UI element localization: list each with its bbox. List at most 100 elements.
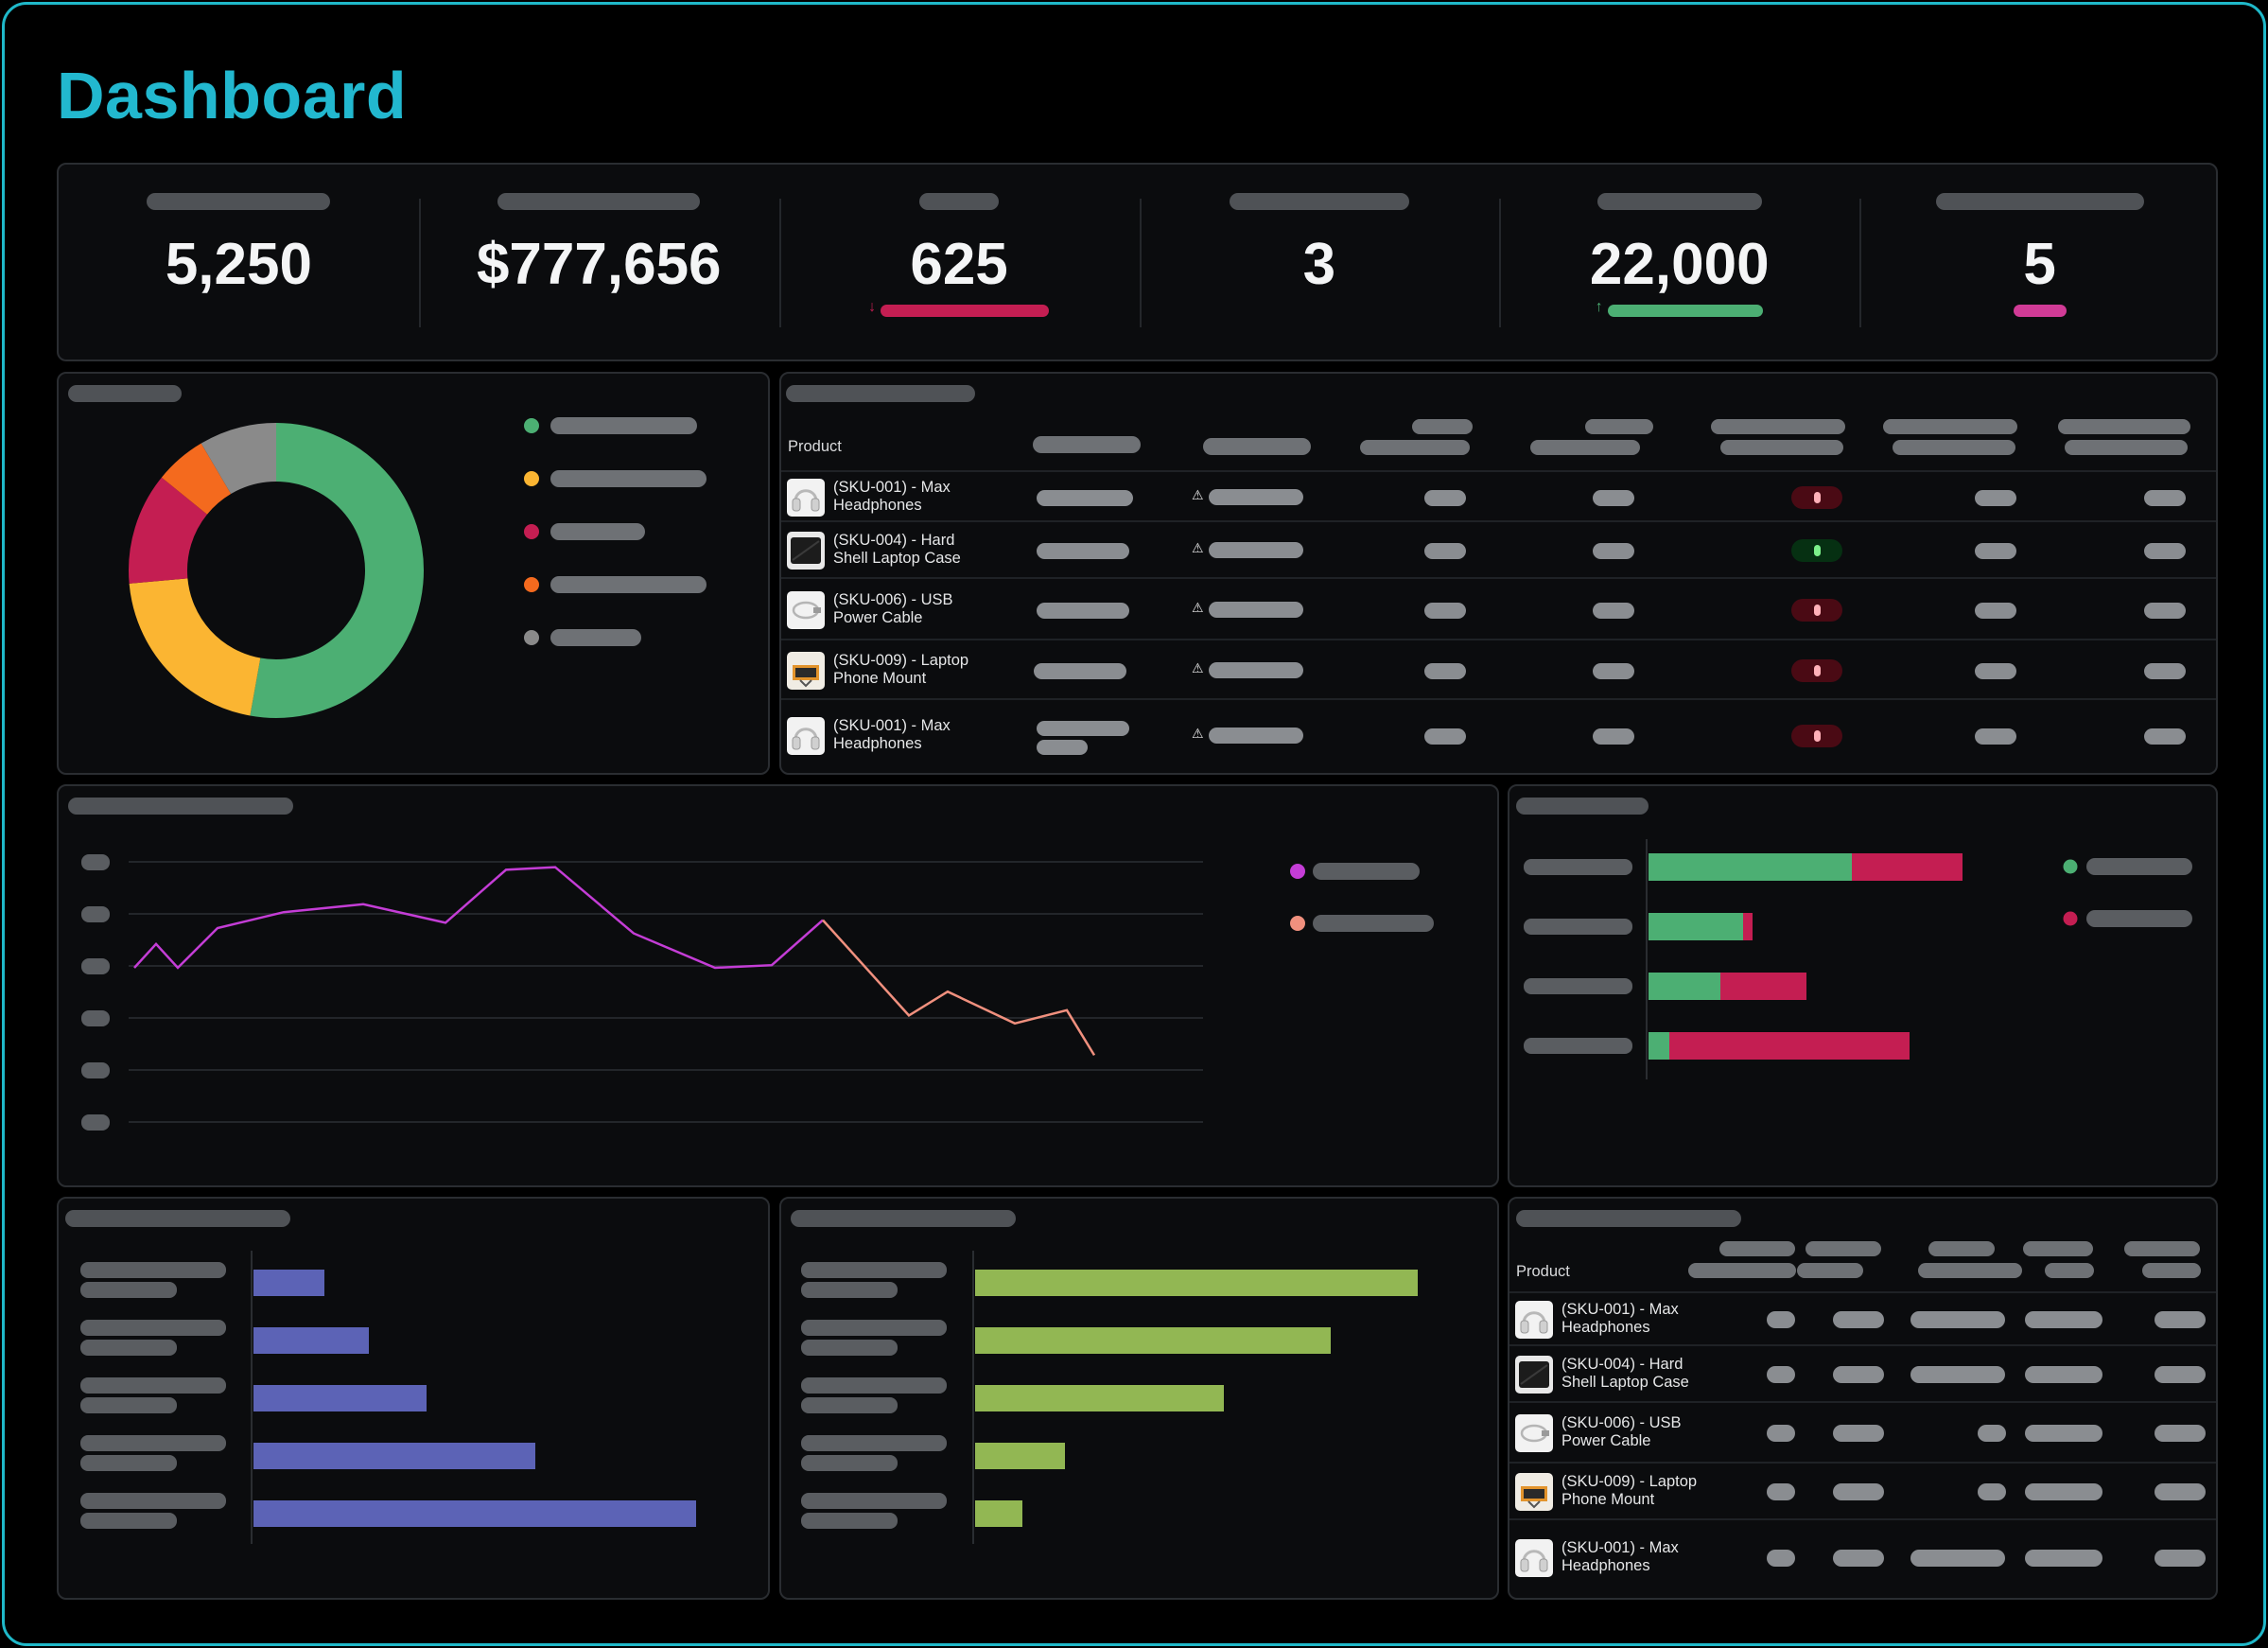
product-name-line2: Shell Laptop Case xyxy=(833,550,961,567)
warning-icon: ⚠ xyxy=(1192,599,1204,615)
status-badge-low xyxy=(1791,485,1842,509)
bar[interactable] xyxy=(975,1500,1022,1527)
bar[interactable] xyxy=(975,1270,1418,1296)
bar[interactable] xyxy=(975,1327,1331,1354)
kpi-label-placeholder xyxy=(147,193,331,210)
legend-dot xyxy=(524,471,539,486)
row-divider xyxy=(781,470,2216,472)
bar[interactable] xyxy=(975,1443,1065,1469)
y-tick-label-placeholder xyxy=(81,958,110,974)
status-badge-low xyxy=(1791,598,1842,622)
category-label-placeholder xyxy=(801,1377,947,1394)
kpi-card: 5 xyxy=(1859,165,2220,359)
column-header-placeholder xyxy=(1797,1263,1863,1278)
placeholder-bar xyxy=(2025,1425,2102,1442)
kpi-divider xyxy=(1139,199,1142,327)
category-sublabel-placeholder xyxy=(80,1455,177,1471)
donut-slice[interactable] xyxy=(129,477,208,584)
category-label-placeholder xyxy=(1524,1038,1632,1054)
product-name-line2: Power Cable xyxy=(1561,1432,1651,1449)
row-divider xyxy=(781,520,2216,522)
placeholder-bar xyxy=(1975,662,2016,679)
line-series-1[interactable] xyxy=(133,866,824,970)
bar[interactable] xyxy=(253,1327,369,1354)
legend-label-placeholder xyxy=(1313,915,1434,932)
placeholder-bar xyxy=(2144,543,2186,559)
donut-slice[interactable] xyxy=(201,423,277,495)
warning-icon: ⚠ xyxy=(1192,486,1204,502)
row-divider xyxy=(1509,1518,2216,1520)
bar[interactable] xyxy=(253,1385,427,1411)
placeholder-bar xyxy=(1209,601,1303,618)
kpi-divider xyxy=(418,199,421,327)
stacked-bar-segment[interactable] xyxy=(1743,913,1753,940)
status-badge-low xyxy=(1791,725,1842,747)
product-name-line1: (SKU-001) - Max xyxy=(833,717,951,734)
placeholder-bar xyxy=(1424,602,1466,619)
y-tick-label-placeholder xyxy=(81,1062,110,1078)
stacked-bar-segment[interactable] xyxy=(1649,913,1743,940)
column-header-placeholder xyxy=(1883,419,2017,434)
placeholder-bar xyxy=(1034,662,1126,679)
placeholder-bar xyxy=(1833,1483,1884,1500)
laptop-case-icon xyxy=(787,532,825,570)
placeholder-bar xyxy=(1767,1366,1795,1383)
placeholder-bar xyxy=(1978,1483,2006,1500)
bar[interactable] xyxy=(253,1270,324,1296)
column-header-placeholder xyxy=(2065,440,2188,455)
row-divider xyxy=(1509,1401,2216,1403)
product-name-line1: (SKU-004) - Hard xyxy=(833,532,955,549)
stacked-bar-segment[interactable] xyxy=(1649,973,1720,1000)
placeholder-bar xyxy=(1833,1550,1884,1567)
category-label-placeholder xyxy=(1524,978,1632,994)
category-sublabel-placeholder xyxy=(80,1282,177,1298)
kpi-card: 3 xyxy=(1140,165,1500,359)
bar[interactable] xyxy=(975,1385,1224,1411)
bar[interactable] xyxy=(253,1500,696,1527)
category-label-placeholder xyxy=(1524,859,1632,875)
panel-title-placeholder xyxy=(786,385,975,402)
stacked-bar-segment[interactable] xyxy=(1720,973,1806,1000)
category-sublabel-placeholder xyxy=(801,1513,898,1529)
stacked-bar-segment[interactable] xyxy=(1852,853,1963,881)
stacked-bar-segment[interactable] xyxy=(1649,1032,1669,1060)
bar[interactable] xyxy=(253,1443,535,1469)
column-header-placeholder xyxy=(1203,438,1311,455)
column-header-placeholder xyxy=(1033,436,1141,453)
placeholder-bar xyxy=(1209,542,1303,558)
placeholder-bar xyxy=(1037,740,1088,755)
product-name-line1: (SKU-009) - Laptop xyxy=(833,651,969,669)
column-header-placeholder xyxy=(1585,419,1653,434)
stacked-bar-segment[interactable] xyxy=(1649,853,1852,881)
column-header-placeholder xyxy=(2058,419,2190,434)
donut-slice[interactable] xyxy=(161,443,233,516)
trend-line-chart-panel xyxy=(57,784,1499,1187)
legend-dot xyxy=(524,418,539,433)
placeholder-bar xyxy=(1209,661,1303,678)
product-name-line1: (SKU-009) - Laptop xyxy=(1561,1473,1698,1490)
kpi-card: 5,250 xyxy=(59,165,419,359)
y-tick-label-placeholder xyxy=(81,1010,110,1026)
donut-slice[interactable] xyxy=(250,423,424,718)
donut-chart xyxy=(129,423,424,718)
panel-title-placeholder xyxy=(68,385,182,402)
row-divider xyxy=(781,577,2216,579)
product-name-line1: (SKU-001) - Max xyxy=(1561,1301,1679,1318)
line-series-2[interactable] xyxy=(822,919,1096,1057)
y-tick-label-placeholder xyxy=(81,1114,110,1131)
column-header-placeholder xyxy=(2124,1241,2200,1256)
legend-label-placeholder xyxy=(550,470,707,487)
kpi-label-placeholder xyxy=(919,193,1000,210)
placeholder-bar xyxy=(1975,543,2016,559)
product-name-line2: Headphones xyxy=(833,496,922,514)
donut-slice[interactable] xyxy=(129,577,262,716)
legend-dot xyxy=(1290,864,1305,879)
placeholder-bar xyxy=(1593,543,1634,559)
panel-title-placeholder xyxy=(68,798,293,815)
placeholder-bar xyxy=(2144,662,2186,679)
placeholder-bar xyxy=(1767,1483,1795,1500)
category-label-placeholder xyxy=(801,1493,947,1509)
stacked-bar-segment[interactable] xyxy=(1669,1032,1910,1060)
column-header-placeholder xyxy=(1806,1241,1881,1256)
status-dot xyxy=(1814,664,1821,676)
